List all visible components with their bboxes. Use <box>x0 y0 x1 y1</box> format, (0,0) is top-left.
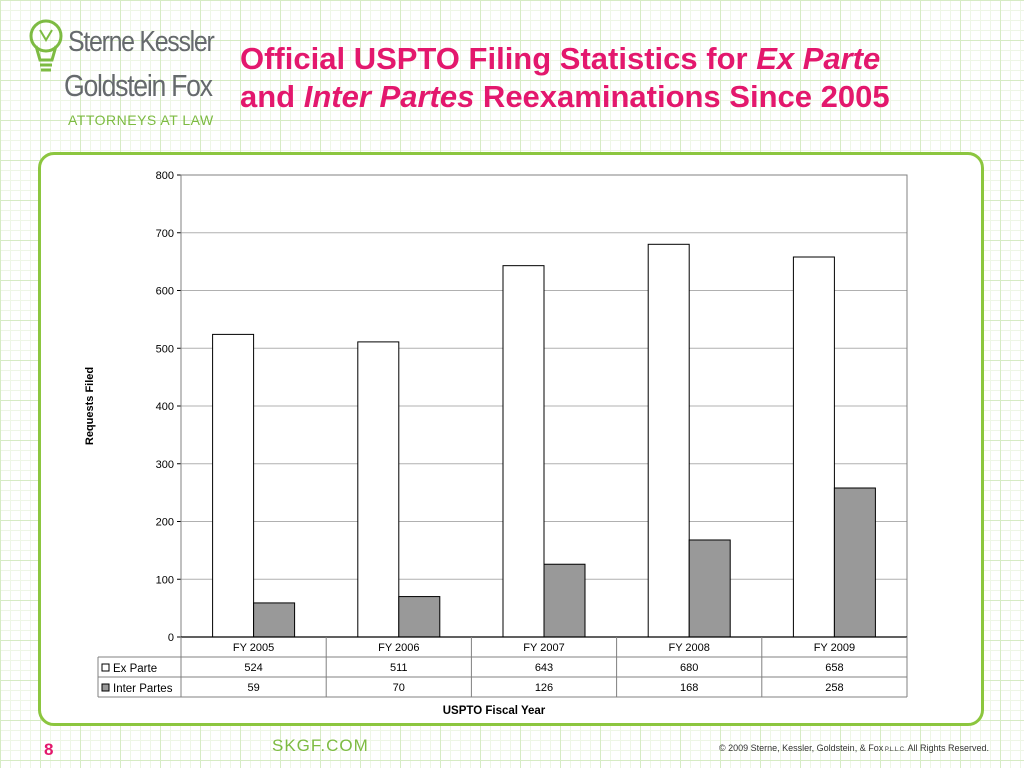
firm-logo: Sterne Kessler Goldstein Fox ATTORNEYS A… <box>22 12 215 132</box>
page-number: 8 <box>44 740 54 759</box>
data-label: 168 <box>680 682 698 694</box>
slide-title-line2: and Inter Partes Reexaminations Since 20… <box>240 78 1010 116</box>
bar-ex-parte <box>357 341 400 638</box>
legend-entry: Ex Parte <box>113 663 157 675</box>
bar-ex-parte <box>212 333 255 638</box>
slide-title: Official USPTO Filing Statistics for Ex … <box>240 40 1010 116</box>
title-emphasis: Ex Parte <box>756 41 881 76</box>
bar-ex-parte <box>647 243 690 638</box>
bar-inter-partes <box>543 563 586 638</box>
data-label: 511 <box>390 662 408 674</box>
copyright-end: All Rights Reserved. <box>907 743 989 753</box>
lightbulb-logo-icon <box>29 19 63 72</box>
logo-text-line1: Sterne Kessler <box>68 26 215 58</box>
bar-ex-parte <box>792 256 835 638</box>
data-label: 59 <box>247 682 259 694</box>
y-tick-label: 0 <box>168 632 174 644</box>
website-link[interactable]: SKGF.COM <box>272 736 369 755</box>
data-label: 258 <box>825 682 843 694</box>
logo-text-line2: Goldstein Fox <box>64 68 213 103</box>
data-label: 643 <box>535 662 553 674</box>
data-label: 70 <box>393 682 405 694</box>
copyright-notice: © 2009 Sterne, Kessler, Goldstein, & Fox… <box>719 743 989 753</box>
data-label: 680 <box>680 662 698 674</box>
chart-frame: 0 100 200 300 400 500 600 700 800 Requests Filed F… <box>38 152 984 726</box>
bar-inter-partes <box>833 487 876 638</box>
legend-swatch <box>101 683 110 692</box>
y-tick-label: 500 <box>156 343 174 355</box>
bar-ex-parte <box>502 265 545 638</box>
legend-swatch <box>101 663 110 672</box>
bar-inter-partes <box>688 539 731 638</box>
title-text: and <box>240 79 304 114</box>
data-label: 524 <box>244 662 262 674</box>
x-axis-label: USPTO Fiscal Year <box>443 705 546 717</box>
x-tick-label: FY 2006 <box>378 642 419 654</box>
y-tick-label: 300 <box>156 459 174 471</box>
legend-entry: Inter Partes <box>113 683 173 695</box>
copyright-text: © 2009 Sterne, Kessler, Goldstein, & Fox <box>718 743 884 753</box>
x-tick-label: FY 2007 <box>523 642 564 654</box>
copyright-suffix: P.L.L.C. <box>883 747 908 753</box>
bar-inter-partes <box>398 596 441 638</box>
y-tick-label: 800 <box>156 170 174 182</box>
y-tick-label: 600 <box>156 286 174 298</box>
x-tick-label: FY 2005 <box>233 642 274 654</box>
y-tick-label: 100 <box>156 574 174 586</box>
slide-title-line1: Official USPTO Filing Statistics for Ex … <box>240 40 1010 78</box>
title-text: Official USPTO Filing Statistics for <box>240 41 757 76</box>
data-label: 126 <box>535 682 553 694</box>
title-emphasis: Inter Partes <box>303 79 475 114</box>
title-text: Reexaminations Since 2005 <box>474 79 890 114</box>
bar-chart: 0 100 200 300 400 500 600 700 800 Requests Filed F… <box>84 170 908 717</box>
x-tick-label: FY 2008 <box>669 642 710 654</box>
y-axis-label: Requests Filed <box>84 367 96 445</box>
bar-inter-partes <box>253 602 296 638</box>
data-label: 658 <box>825 662 843 674</box>
logo-tagline: ATTORNEYS AT LAW <box>68 112 214 128</box>
y-tick-label: 400 <box>156 401 174 413</box>
y-tick-label: 200 <box>156 517 174 529</box>
y-tick-label: 700 <box>156 228 174 240</box>
x-tick-label: FY 2009 <box>814 642 855 654</box>
